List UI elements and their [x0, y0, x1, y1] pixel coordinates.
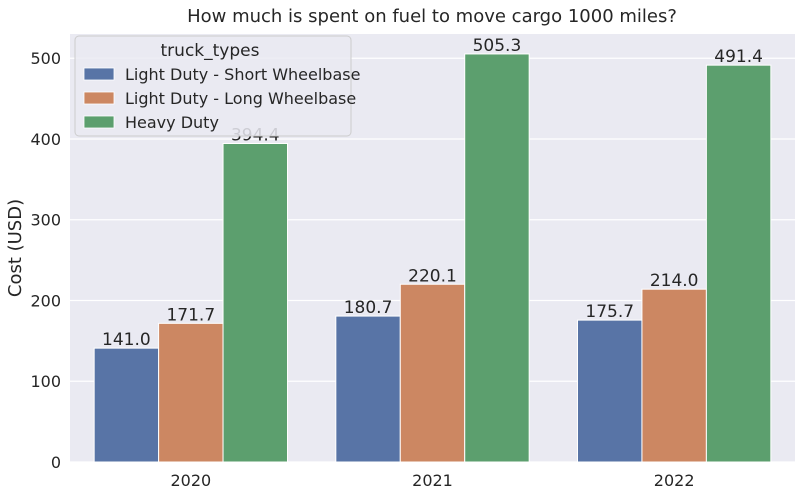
x-tick-label: 2020 [170, 471, 211, 490]
y-tick-label: 0 [51, 453, 61, 472]
y-tick-label: 400 [30, 130, 61, 149]
bar [93, 347, 160, 463]
legend-title: truck_types [161, 41, 260, 61]
bar-value-label: 171.7 [166, 305, 215, 325]
bar-value-label: 141.0 [102, 330, 151, 350]
bar [335, 315, 401, 463]
legend-swatch [83, 115, 115, 129]
bar [464, 53, 530, 463]
chart-title: How much is spent on fuel to move cargo … [187, 6, 677, 27]
legend-box [74, 35, 352, 137]
bar [399, 283, 466, 463]
bar-value-label: 491.4 [714, 47, 763, 67]
x-tick-label: 2022 [654, 471, 695, 490]
legend: truck_types Light Duty - Short Wheelbase… [74, 35, 360, 137]
y-tick-label: 500 [30, 49, 61, 68]
bar-value-label: 180.7 [344, 298, 393, 318]
y-axis-ticks: 0 100 200 300 400 500 [30, 49, 61, 472]
legend-entry-label: Heavy Duty [125, 113, 219, 132]
legend-entry-label: Light Duty - Short Wheelbase [125, 65, 360, 84]
x-axis-ticks: 2020 2021 2022 [170, 471, 694, 490]
bar-value-label: 505.3 [473, 36, 522, 56]
bar [222, 143, 288, 463]
bar-value-label: 175.7 [585, 302, 634, 322]
y-tick-label: 300 [30, 211, 61, 230]
bar-value-label: 214.0 [650, 271, 699, 291]
y-tick-label: 100 [30, 372, 61, 391]
legend-swatch [83, 91, 115, 105]
y-tick-label: 200 [30, 291, 61, 310]
bars [93, 53, 772, 463]
x-tick-label: 2021 [412, 471, 453, 490]
bar [577, 319, 643, 463]
bar [158, 322, 224, 463]
y-axis-label: Cost (USD) [5, 199, 26, 297]
legend-swatch [83, 67, 115, 81]
legend-entry-label: Light Duty - Long Wheelbase [125, 89, 356, 108]
bar [641, 288, 707, 463]
bar-value-label: 220.1 [408, 266, 457, 286]
bar [705, 64, 772, 463]
